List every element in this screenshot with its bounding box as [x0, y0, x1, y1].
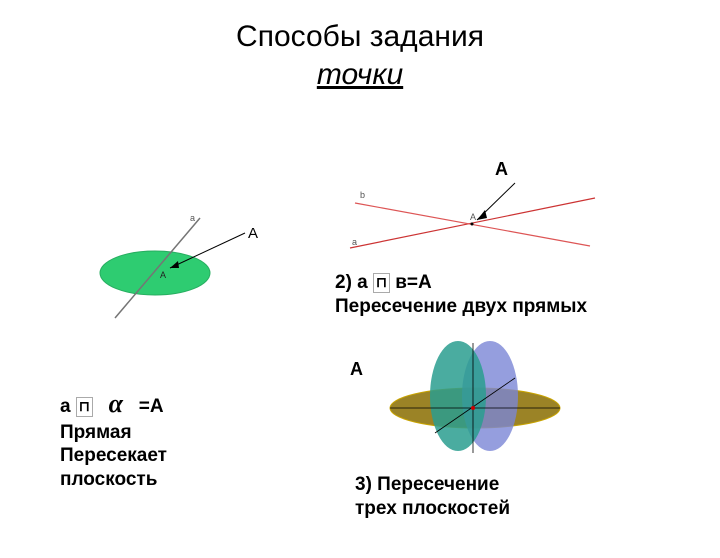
svg-text:A: A — [470, 212, 476, 222]
cap1-l3: Пересекает — [60, 445, 167, 466]
cap2-mid: в=А — [395, 272, 432, 293]
figure-line-plane: a A А — [80, 213, 260, 333]
cap1-prefix: а — [60, 396, 76, 417]
svg-text:a: a — [190, 213, 195, 223]
figure-three-planes — [380, 338, 570, 468]
cap2-l2: Пересечение двух прямых — [335, 296, 587, 317]
svg-text:A: A — [160, 270, 166, 280]
fig3-label-A: А — [350, 358, 363, 381]
caption-3: 3) Пересечение трех плоскостей — [355, 473, 510, 521]
cap3-l1: 3) Пересечение — [355, 474, 499, 495]
figure-two-lines: b a A — [340, 178, 610, 268]
intersect-icon: ⊓ — [76, 397, 93, 417]
title-line1: Способы задания — [236, 20, 484, 53]
cap1-l4: плоскость — [60, 469, 157, 490]
fig2-svg: b a A — [340, 178, 610, 268]
fig1-svg: a A — [80, 213, 260, 333]
svg-text:a: a — [352, 237, 357, 247]
fig2-label-A: А — [495, 158, 508, 181]
cap1-l2: Прямая — [60, 422, 132, 443]
fig3-svg — [380, 338, 570, 468]
title-line2: точки — [317, 58, 403, 91]
cap3-l2: трех плоскостей — [355, 498, 510, 519]
fig1-label-A: А — [248, 225, 258, 242]
page-title: Способы задания точки — [0, 18, 720, 93]
caption-2: 2) а ⊓ в=А Пересечение двух прямых — [335, 271, 587, 319]
caption-1: а ⊓ α =А Прямая Пересекает плоскость — [60, 388, 167, 492]
cap1-eq: =А — [139, 396, 164, 417]
cap1-alpha: α — [98, 388, 133, 421]
svg-text:b: b — [360, 190, 365, 200]
intersect-icon-2: ⊓ — [373, 273, 390, 293]
cap2-prefix: 2) а — [335, 272, 373, 293]
